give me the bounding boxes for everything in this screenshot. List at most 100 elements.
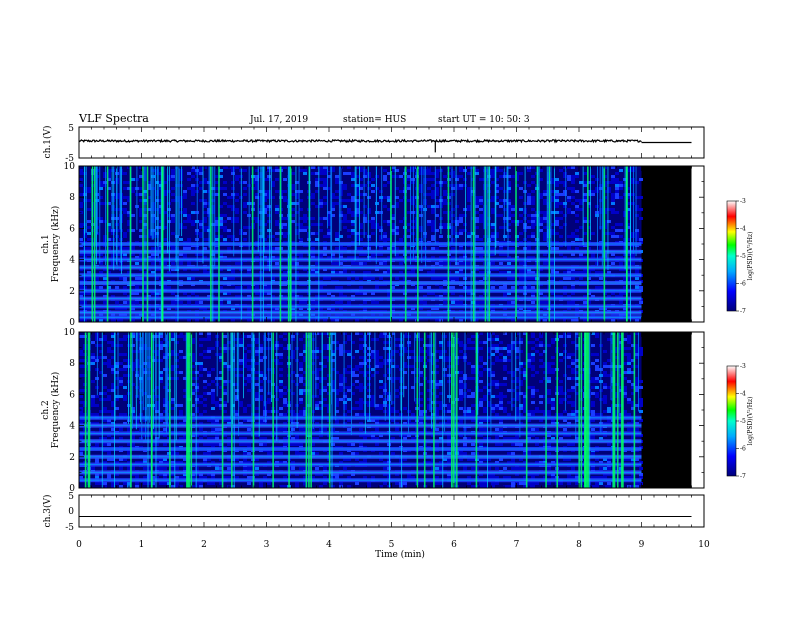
spectrogram-cell	[171, 217, 175, 220]
spectrogram-cell	[255, 353, 259, 356]
spectrogram-cell	[455, 220, 459, 223]
spectrogram-cell	[583, 232, 587, 235]
spectrogram-cell	[351, 220, 355, 223]
spectrogram-cell	[303, 229, 307, 232]
spectrogram-cell	[479, 301, 483, 304]
spectrogram-cell	[379, 238, 383, 241]
spectrogram-cell	[279, 353, 283, 356]
spectrogram-cell	[299, 398, 303, 401]
spectrogram-cell	[583, 184, 587, 187]
spectrogram-cell	[379, 211, 383, 214]
spectrogram-cell	[119, 467, 123, 470]
spectrogram-cell	[203, 202, 207, 205]
spectrogram-cell	[283, 178, 287, 181]
spectrogram-cell	[195, 482, 199, 485]
spectrogram-cell	[339, 482, 343, 485]
spectrogram-cell	[511, 175, 515, 178]
spectrogram-cell	[423, 169, 427, 172]
spectrogram-cell	[615, 190, 619, 193]
spectrogram-cell	[267, 262, 271, 265]
spectrogram-cell	[423, 301, 427, 304]
spectrogram-cell	[323, 247, 327, 250]
spectrogram-cell	[343, 217, 347, 220]
spectrogram-cell	[371, 356, 375, 359]
spectrogram-cell	[459, 187, 463, 190]
spectrogram-cell	[575, 229, 579, 232]
spectrogram-cell	[439, 262, 443, 265]
colorbar-tick-label: -6	[740, 281, 746, 288]
spectrogram-cell	[355, 247, 359, 250]
spectrogram-cell	[499, 247, 503, 250]
spectrogram-cell	[367, 220, 371, 223]
spectrogram-cell	[379, 380, 383, 383]
spectrogram-cell	[375, 338, 379, 341]
spectrogram-cell	[371, 404, 375, 407]
spectrogram-cell	[239, 341, 243, 344]
spectrogram-cell	[443, 223, 447, 226]
spectrogram-cell	[491, 208, 495, 211]
spectrogram-cell	[407, 341, 411, 344]
spectrogram-cell	[435, 277, 439, 280]
spectrogram-cell	[327, 277, 331, 280]
ch2-spectrogram-image	[79, 332, 692, 488]
spectrogram-cell	[83, 277, 87, 280]
spectrogram-cell	[299, 374, 303, 377]
spectrogram-cell	[399, 199, 403, 202]
spectrogram-cell	[407, 365, 411, 368]
spectrogram-cell	[203, 220, 207, 223]
spectrogram-cell	[359, 407, 363, 410]
spectrogram-cell	[527, 202, 531, 205]
spectrogram-cell	[107, 362, 111, 365]
spectrogram-cell	[479, 247, 483, 250]
spectrogram-cell	[383, 178, 387, 181]
spectrogram-cell	[239, 443, 243, 446]
spectrogram-cell	[531, 196, 535, 199]
spectrogram-cell	[171, 169, 175, 172]
ch1-ylabel: ch.1(V)	[42, 126, 53, 159]
spectrogram-cell	[291, 286, 295, 289]
spectrogram-cell	[91, 359, 95, 362]
spectrogram-cell	[191, 187, 195, 190]
spectrogram-cell	[247, 359, 251, 362]
spectrogram-cell	[355, 199, 359, 202]
spectrogram-cell	[543, 235, 547, 238]
spectrogram-cell	[199, 374, 203, 377]
spectrogram-cell	[447, 443, 451, 446]
spectrogram-cell	[223, 187, 227, 190]
spectrogram-cell	[423, 208, 427, 211]
spectrogram-cell	[135, 350, 139, 353]
spectrogram-cell	[459, 184, 463, 187]
spectrogram-cell	[347, 371, 351, 374]
spectrogram-cell	[319, 178, 323, 181]
spectrogram-cell	[375, 223, 379, 226]
spectrogram-cell	[367, 175, 371, 178]
spectrogram-cell	[203, 178, 207, 181]
spectrogram-cell	[355, 482, 359, 485]
spectrogram-cell	[135, 262, 139, 265]
spectrogram-cell	[367, 413, 371, 416]
spectrogram-cell	[375, 371, 379, 374]
spectrogram-cell	[567, 208, 571, 211]
spectrogram-cell	[419, 187, 423, 190]
spectrogram-cell	[123, 386, 127, 389]
spectrogram-cell	[103, 301, 107, 304]
spectrogram-cell	[455, 277, 459, 280]
spectrogram-cell	[383, 175, 387, 178]
spectrogram-cell	[375, 404, 379, 407]
spectrogram-cell	[531, 202, 535, 205]
spectrogram-cell	[183, 226, 187, 229]
spectrogram-cell	[79, 413, 83, 416]
spectrogram-cell	[379, 386, 383, 389]
spectrogram-cell	[303, 169, 307, 172]
spectrogram-cell	[135, 365, 139, 368]
spectrogram-cell	[579, 238, 583, 241]
spectrogram-cell	[571, 181, 575, 184]
spectrogram-cell	[479, 178, 483, 181]
spectrogram-cell	[203, 386, 207, 389]
spectrogram-cell	[347, 365, 351, 368]
spectrogram-cell	[431, 211, 435, 214]
spectrogram-cell	[531, 235, 535, 238]
spectrogram-cell	[171, 262, 175, 265]
spectrogram-cell	[475, 205, 479, 208]
